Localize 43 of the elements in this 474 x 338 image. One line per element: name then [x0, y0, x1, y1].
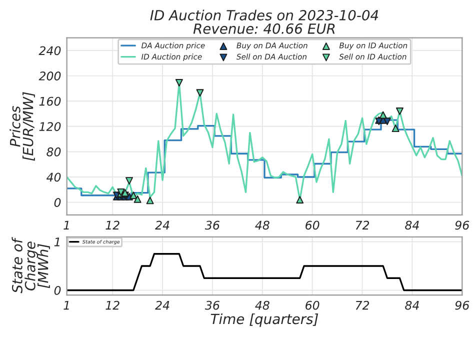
x-tick-label: 1 — [64, 300, 69, 310]
x-tick-label: 84 — [405, 220, 419, 230]
x-tick-label: 84 — [405, 300, 419, 310]
y-tick-label: 40 — [46, 172, 61, 182]
x-tick-label: 36 — [204, 220, 220, 230]
point — [296, 196, 304, 204]
x-tick-label: 24 — [155, 220, 170, 230]
y-tick-label: 80 — [46, 147, 61, 156]
point — [146, 196, 154, 204]
x-tick-label: 24 — [155, 300, 170, 310]
y-tick-label: 0 — [54, 286, 61, 295]
y-axis-title: Prices [EUR/MW] — [10, 92, 35, 161]
y-axis-title: State of Charge [MWh] — [12, 236, 50, 294]
x-tick-label: 1 — [64, 220, 69, 230]
x-tick-label: 60 — [306, 220, 320, 230]
point — [130, 192, 138, 200]
point — [134, 195, 142, 203]
y-tick-label: 160 — [39, 96, 61, 106]
y-tick-label: 120 — [39, 122, 61, 132]
x-tick-label: 72 — [356, 300, 370, 310]
y-tick-label: 1 — [54, 238, 60, 246]
point — [175, 79, 183, 87]
x-tick-label: 96 — [455, 220, 470, 230]
x-tick-label: 36 — [204, 300, 220, 310]
x-tick-label: 48 — [255, 220, 270, 230]
x-tick-label: 48 — [255, 300, 270, 310]
x-tick-label: 60 — [306, 300, 320, 310]
point — [379, 111, 387, 119]
x-tick-label: 96 — [455, 300, 470, 310]
x-tick-label: 12 — [106, 300, 120, 310]
point — [121, 189, 129, 197]
point — [126, 177, 133, 185]
x-tick-label: 12 — [106, 220, 120, 230]
point — [392, 124, 400, 132]
y-tick-label: 0 — [54, 198, 61, 207]
y-tick-label: 240 — [38, 46, 61, 56]
line-series — [66, 253, 462, 292]
y-tick-label: 200 — [38, 72, 61, 80]
x-tick-label: 72 — [356, 220, 370, 230]
chart-title: ID Auction Trades on 2023-10-04 Revenue: 40.66 EUR — [150, 10, 378, 34]
point — [396, 107, 404, 115]
x-axis-title: Time [quarters] — [210, 313, 318, 327]
point — [196, 89, 204, 97]
